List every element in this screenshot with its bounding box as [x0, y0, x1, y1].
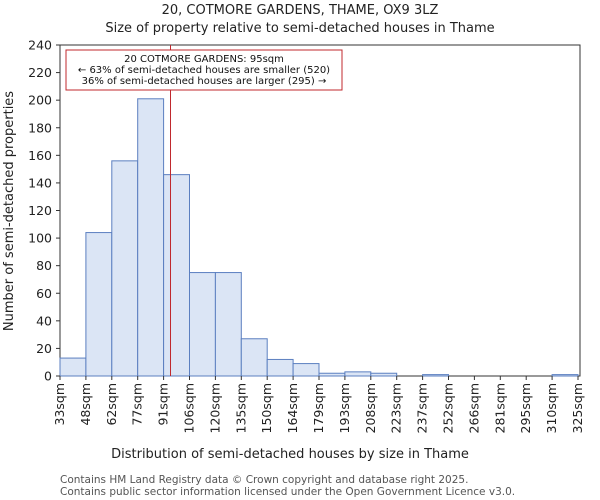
y-axis-ticks: 0 20 40 60 80 100 120 140 160 180 200 220 240 — [28, 38, 60, 384]
x-axis-ticks: 33sqm 48sqm 62sqm 77sqm 91sqm 106sqm 120sqm 135… — [52, 376, 585, 433]
annotation-box — [65, 49, 343, 91]
y-tick-label: 200 — [28, 93, 52, 108]
y-tick-label: 60 — [36, 286, 52, 301]
y-tick-label: 0 — [44, 369, 52, 384]
x-tick-label: 179sqm — [311, 383, 326, 433]
x-tick-label: 193sqm — [337, 383, 352, 433]
bar-120sqm — [214, 272, 242, 377]
y-tick-label: 180 — [28, 120, 52, 135]
x-tick-label: 120sqm — [207, 383, 222, 433]
bar-237sqm — [422, 374, 450, 377]
footer-line1: Contains HM Land Registry data © Crown c… — [60, 474, 468, 486]
x-tick-label: 33sqm — [52, 383, 67, 426]
y-tick-label: 20 — [36, 341, 52, 356]
x-tick-label: 310sqm — [544, 383, 559, 433]
x-tick-label: 62sqm — [104, 383, 119, 426]
bar-62sqm — [111, 160, 139, 377]
bar-179sqm — [318, 372, 346, 377]
x-tick-label: 91sqm — [156, 383, 171, 426]
y-tick-label: 240 — [28, 38, 52, 53]
y-tick-label: 80 — [36, 258, 52, 273]
x-tick-label: 48sqm — [78, 383, 93, 426]
bar-164sqm — [292, 363, 320, 377]
x-axis-label: Distribution of semi-detached houses by … — [111, 447, 469, 462]
x-tick-label: 135sqm — [233, 383, 248, 433]
y-tick-label: 160 — [28, 148, 52, 163]
y-axis-label: Number of semi-detached properties — [2, 91, 17, 331]
annotation-line1: 20 COTMORE GARDENS: 95sqm — [124, 54, 284, 65]
x-tick-label: 150sqm — [259, 383, 274, 433]
x-tick-label: 208sqm — [363, 383, 378, 433]
bar-135sqm — [240, 338, 268, 377]
x-tick-label: 252sqm — [441, 383, 456, 433]
y-tick-label: 100 — [28, 231, 52, 246]
bar-208sqm — [370, 372, 398, 377]
x-tick-label: 237sqm — [415, 383, 430, 433]
bar-77sqm — [137, 98, 165, 377]
x-tick-label: 77sqm — [130, 383, 145, 426]
bar-48sqm — [85, 232, 113, 377]
x-tick-label: 281sqm — [492, 383, 507, 433]
footer-line2: Contains public sector information licen… — [60, 486, 515, 498]
x-tick-label: 106sqm — [182, 383, 197, 433]
y-tick-label: 40 — [36, 313, 52, 328]
x-tick-label: 164sqm — [285, 383, 300, 433]
bar-91sqm — [163, 174, 191, 377]
y-tick-label: 140 — [28, 175, 52, 190]
x-tick-label: 223sqm — [389, 383, 404, 433]
x-tick-label: 295sqm — [518, 383, 533, 433]
chart-title-line2: Size of property relative to semi-detach… — [105, 21, 494, 36]
bar-33sqm — [59, 357, 87, 377]
bar-310sqm — [551, 374, 579, 377]
annotation-line2: ← 63% of semi-detached houses are smalle… — [78, 65, 330, 76]
bar-150sqm — [266, 358, 294, 377]
bar-193sqm — [344, 371, 372, 377]
bar-106sqm — [189, 272, 216, 377]
bars — [59, 98, 579, 377]
annotation-line3: 36% of semi-detached houses are larger (… — [82, 76, 327, 87]
x-tick-label: 325sqm — [570, 383, 585, 433]
y-tick-label: 220 — [28, 65, 52, 80]
chart-title-line1: 20, COTMORE GARDENS, THAME, OX9 3LZ — [162, 3, 439, 18]
x-tick-label: 266sqm — [466, 383, 481, 433]
y-tick-label: 120 — [28, 203, 52, 218]
